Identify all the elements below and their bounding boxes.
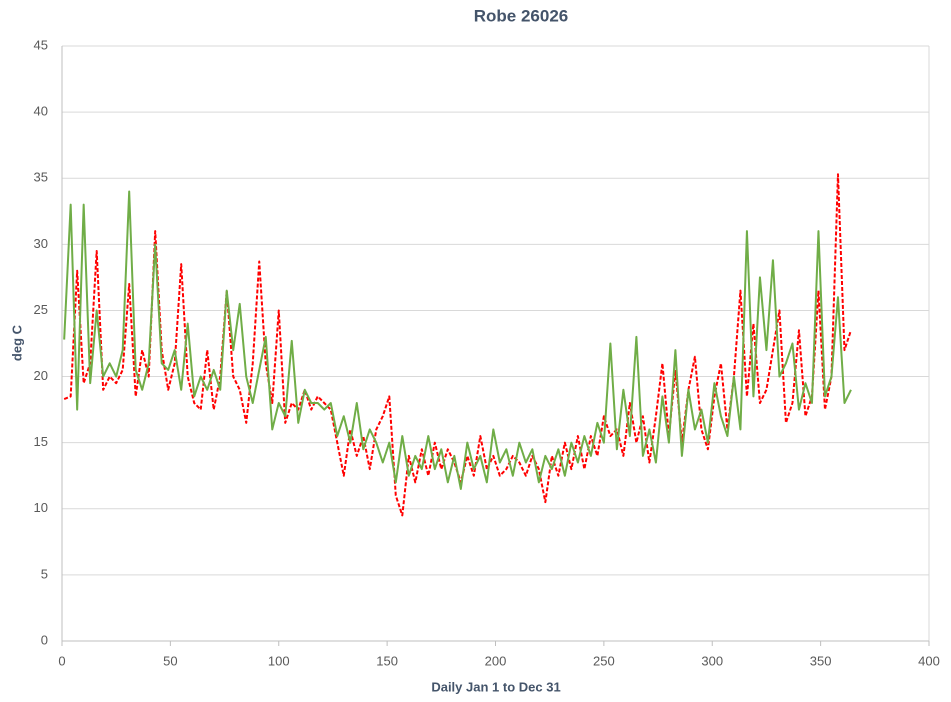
y-tick-label: 10 (34, 500, 48, 515)
x-tick-label: 50 (163, 653, 177, 668)
x-tick-label: 0 (58, 653, 65, 668)
x-tick-label: 300 (701, 653, 723, 668)
y-tick-label: 25 (34, 302, 48, 317)
chart-title: Robe 26026 (474, 6, 569, 25)
y-tick-label: 40 (34, 104, 48, 119)
y-tick-label: 20 (34, 368, 48, 383)
series-line (63, 190, 852, 490)
x-tick-label: 150 (376, 653, 398, 668)
y-tick-label: 35 (34, 170, 48, 185)
x-tick-label: 350 (810, 653, 832, 668)
x-tick-label: 100 (268, 653, 290, 668)
series-line (63, 173, 852, 517)
y-tick-label: 15 (34, 434, 48, 449)
x-tick-label: 400 (918, 653, 940, 668)
y-axis-label: deg C (9, 324, 24, 361)
y-tick-label: 30 (34, 236, 48, 251)
y-tick-label: 0 (41, 632, 48, 647)
x-tick-label: 200 (485, 653, 507, 668)
y-tick-label: 5 (41, 566, 48, 581)
y-tick-label: 45 (34, 37, 48, 52)
x-axis-label: Daily Jan 1 to Dec 31 (431, 679, 560, 694)
x-tick-label: 250 (593, 653, 615, 668)
